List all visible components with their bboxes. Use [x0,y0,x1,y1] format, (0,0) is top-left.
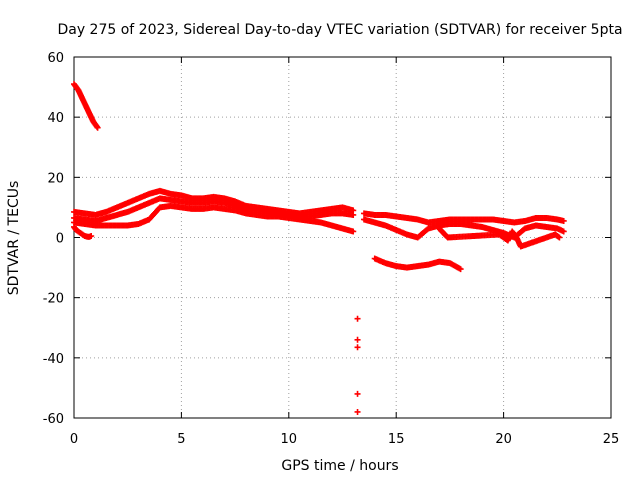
series-band-lower [71,202,357,235]
x-tick-label: 10 [281,432,298,447]
data-point [354,315,361,322]
y-tick-label: 20 [47,171,64,186]
data-point [350,211,357,218]
series-outliers [354,315,361,415]
x-tick-label: 15 [388,432,405,447]
data-point [354,344,361,351]
data-point [560,217,567,224]
data-point [350,228,357,235]
data-point [560,228,567,235]
x-tick-label: 0 [70,432,78,447]
series-start-descent [71,81,101,131]
y-tick-label: 40 [47,111,64,126]
x-tick-label: 5 [177,432,185,447]
y-tick-label: 0 [56,232,64,247]
series-band-after-13 [360,210,567,226]
series-dip-descents [436,225,563,250]
data-point [354,390,361,397]
x-tick-label: 20 [495,432,512,447]
series-band-middle [71,195,357,224]
y-tick-label: -40 [43,352,64,367]
chart-title: Day 275 of 2023, Sidereal Day-to-day VTE… [57,22,622,38]
data-layer [71,81,567,415]
y-tick-label: -60 [43,412,64,427]
y-tick-label: 60 [47,51,64,66]
data-point [88,232,95,239]
data-point [556,234,563,241]
grid [74,57,611,418]
y-tick-label: -20 [43,292,64,307]
ticks: 0 5 10 15 20 25 -60 -40 -20 0 20 40 60 [43,51,620,447]
x-axis-label: GPS time / hours [281,458,398,474]
x-tick-label: 25 [603,432,620,447]
series-negative-band [371,255,464,273]
data-point [94,124,101,131]
series-early-low-band [71,223,95,240]
y-axis-label: SDTVAR / TECUs [6,181,22,296]
data-point [457,266,464,273]
data-point [354,336,361,343]
data-point [354,408,361,415]
